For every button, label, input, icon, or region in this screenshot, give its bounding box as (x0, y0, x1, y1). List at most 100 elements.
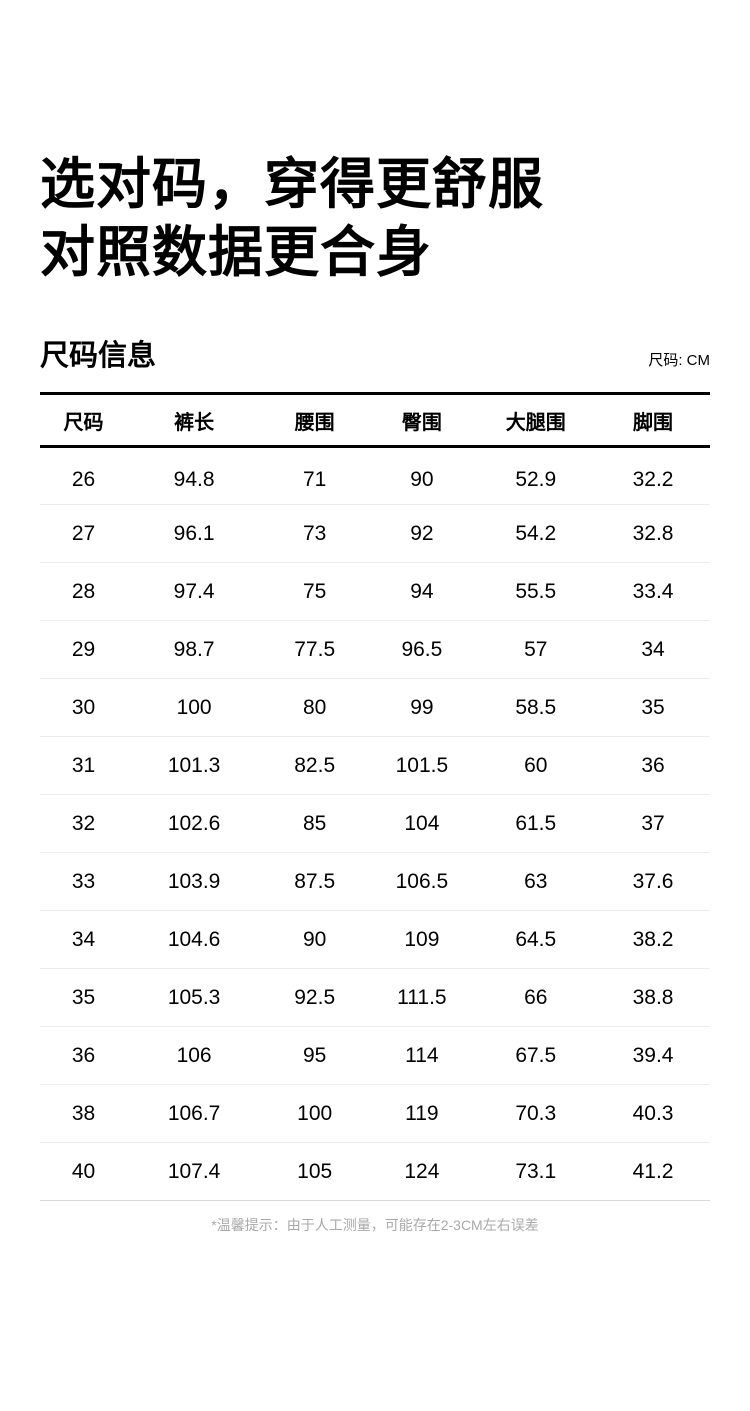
measurement-cell: 92 (368, 504, 476, 563)
measurement-cell: 39.4 (596, 1026, 710, 1085)
table-row: 36 106 95 114 67.5 39.4 (40, 1026, 710, 1085)
measurement-cell: 102.6 (127, 794, 262, 853)
table-row: 38 106.7 100 119 70.3 40.3 (40, 1084, 710, 1143)
size-cell: 27 (40, 504, 128, 563)
measurement-cell: 87.5 (261, 852, 369, 911)
measurement-cell: 34 (596, 620, 710, 679)
measurement-cell: 41.2 (596, 1142, 710, 1201)
size-cell: 31 (40, 736, 128, 795)
measurement-cell: 85 (261, 794, 369, 853)
unit-label: 尺码: CM (648, 352, 710, 369)
measurement-cell: 94 (368, 562, 476, 621)
measurement-cell: 96.5 (368, 620, 476, 679)
size-cell: 33 (40, 852, 128, 911)
measurement-cell: 71 (261, 446, 369, 505)
measurement-cell: 64.5 (475, 910, 597, 969)
column-header: 裤长 (127, 393, 262, 448)
measurement-cell: 124 (368, 1142, 476, 1201)
measurement-cell: 101.3 (127, 736, 262, 795)
size-cell: 36 (40, 1026, 128, 1085)
measurement-cell: 38.8 (596, 968, 710, 1027)
measurement-cell: 70.3 (475, 1084, 597, 1143)
column-header: 脚围 (596, 393, 710, 448)
page-title: 选对码，穿得更舒服 对照数据更合身 (40, 150, 710, 286)
measurement-cell: 66 (475, 968, 597, 1027)
measurement-cell: 80 (261, 678, 369, 737)
measurement-cell: 32.8 (596, 504, 710, 563)
table-row: 28 97.4 75 94 55.5 33.4 (40, 562, 710, 621)
measurement-cell: 75 (261, 562, 369, 621)
measurement-cell: 101.5 (368, 736, 476, 795)
table-row: 40 107.4 105 124 73.1 41.2 (40, 1142, 710, 1201)
column-header: 尺码 (40, 393, 128, 448)
measurement-cell: 73.1 (475, 1142, 597, 1201)
size-cell: 40 (40, 1142, 128, 1201)
table-row: 30 100 80 99 58.5 35 (40, 678, 710, 737)
measurement-cell: 52.9 (475, 446, 597, 505)
table-row: 26 94.8 71 90 52.9 32.2 (40, 446, 710, 505)
table-row: 29 98.7 77.5 96.5 57 34 (40, 620, 710, 679)
column-header: 大腿围 (475, 393, 597, 448)
footnote: *温馨提示：由于人工测量，可能存在2-3CM左右误差 (211, 1217, 539, 1233)
size-guide-page: 选对码，穿得更舒服 对照数据更合身 尺码信息 尺码: CM 尺码 裤长 腰围 臀围 大腿… (0, 150, 750, 1235)
size-cell: 26 (40, 446, 128, 505)
table-row: 32 102.6 85 104 61.5 37 (40, 794, 710, 853)
measurement-cell: 38.2 (596, 910, 710, 969)
measurement-cell: 90 (261, 910, 369, 969)
measurement-cell: 94.8 (127, 446, 262, 505)
size-cell: 28 (40, 562, 128, 621)
measurement-cell: 35 (596, 678, 710, 737)
measurement-cell: 40.3 (596, 1084, 710, 1143)
measurement-cell: 95 (261, 1026, 369, 1085)
measurement-cell: 100 (127, 678, 262, 737)
size-chart-table: 尺码 裤长 腰围 臀围 大腿围 脚围 26 94.8 71 90 52.9 32.2 27 96.1 73… (40, 392, 710, 1201)
measurement-cell: 98.7 (127, 620, 262, 679)
measurement-cell: 103.9 (127, 852, 262, 911)
measurement-cell: 97.4 (127, 562, 262, 621)
measurement-cell: 63 (475, 852, 597, 911)
column-header: 臀围 (368, 393, 476, 448)
measurement-cell: 104 (368, 794, 476, 853)
measurement-cell: 57 (475, 620, 597, 679)
size-cell: 29 (40, 620, 128, 679)
measurement-cell: 100 (261, 1084, 369, 1143)
table-body: 26 94.8 71 90 52.9 32.2 27 96.1 73 92 54.2 32.8 28 97… (40, 446, 710, 1201)
measurement-cell: 61.5 (475, 794, 597, 853)
measurement-cell: 77.5 (261, 620, 369, 679)
measurement-cell: 109 (368, 910, 476, 969)
measurement-cell: 36 (596, 736, 710, 795)
measurement-cell: 33.4 (596, 562, 710, 621)
measurement-cell: 99 (368, 678, 476, 737)
measurement-cell: 54.2 (475, 504, 597, 563)
measurement-cell: 67.5 (475, 1026, 597, 1085)
size-cell: 35 (40, 968, 128, 1027)
table-row: 35 105.3 92.5 111.5 66 38.8 (40, 968, 710, 1027)
table-row: 33 103.9 87.5 106.5 63 37.6 (40, 852, 710, 911)
header-row: 尺码 裤长 腰围 臀围 大腿围 脚围 (40, 393, 710, 448)
measurement-cell: 73 (261, 504, 369, 563)
table-row: 27 96.1 73 92 54.2 32.8 (40, 504, 710, 563)
measurement-cell: 107.4 (127, 1142, 262, 1201)
measurement-cell: 60 (475, 736, 597, 795)
measurement-cell: 37.6 (596, 852, 710, 911)
size-cell: 38 (40, 1084, 128, 1143)
measurement-cell: 106.7 (127, 1084, 262, 1143)
measurement-cell: 92.5 (261, 968, 369, 1027)
column-header: 腰围 (261, 393, 369, 448)
measurement-cell: 106 (127, 1026, 262, 1085)
size-cell: 30 (40, 678, 128, 737)
measurement-cell: 96.1 (127, 504, 262, 563)
page-title-line-2: 对照数据更合身 (40, 221, 433, 283)
size-cell: 34 (40, 910, 128, 969)
page-title-line-1: 选对码，穿得更舒服 (40, 153, 545, 215)
measurement-cell: 55.5 (475, 562, 597, 621)
measurement-cell: 105 (261, 1142, 369, 1201)
table-head: 尺码 裤长 腰围 臀围 大腿围 脚围 (40, 393, 710, 448)
measurement-cell: 37 (596, 794, 710, 853)
measurement-cell: 111.5 (368, 968, 476, 1027)
measurement-cell: 32.2 (596, 446, 710, 505)
section-header-row: 尺码信息 尺码: CM (40, 338, 710, 374)
measurement-cell: 90 (368, 446, 476, 505)
measurement-cell: 106.5 (368, 852, 476, 911)
measurement-cell: 58.5 (475, 678, 597, 737)
